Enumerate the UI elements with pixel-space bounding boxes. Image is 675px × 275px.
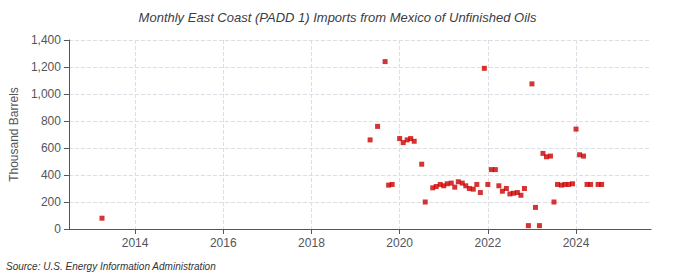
svg-text:1,400: 1,400 <box>31 33 61 47</box>
svg-text:2016: 2016 <box>210 236 237 250</box>
svg-text:2014: 2014 <box>122 236 149 250</box>
svg-text:1,000: 1,000 <box>31 87 61 101</box>
svg-text:600: 600 <box>41 141 61 155</box>
svg-text:800: 800 <box>41 114 61 128</box>
svg-text:2022: 2022 <box>474 236 501 250</box>
svg-text:2024: 2024 <box>563 236 590 250</box>
svg-text:Monthly East Coast (PADD 1) Im: Monthly East Coast (PADD 1) Imports from… <box>139 10 537 25</box>
svg-text:2018: 2018 <box>298 236 325 250</box>
svg-text:0: 0 <box>54 222 61 236</box>
svg-text:1,200: 1,200 <box>31 60 61 74</box>
svg-text:2020: 2020 <box>386 236 413 250</box>
svg-text:400: 400 <box>41 168 61 182</box>
svg-text:Source: U.S. Energy Informatio: Source: U.S. Energy Information Administ… <box>6 261 216 272</box>
svg-text:Thousand Barrels: Thousand Barrels <box>7 87 21 182</box>
svg-text:200: 200 <box>41 195 61 209</box>
